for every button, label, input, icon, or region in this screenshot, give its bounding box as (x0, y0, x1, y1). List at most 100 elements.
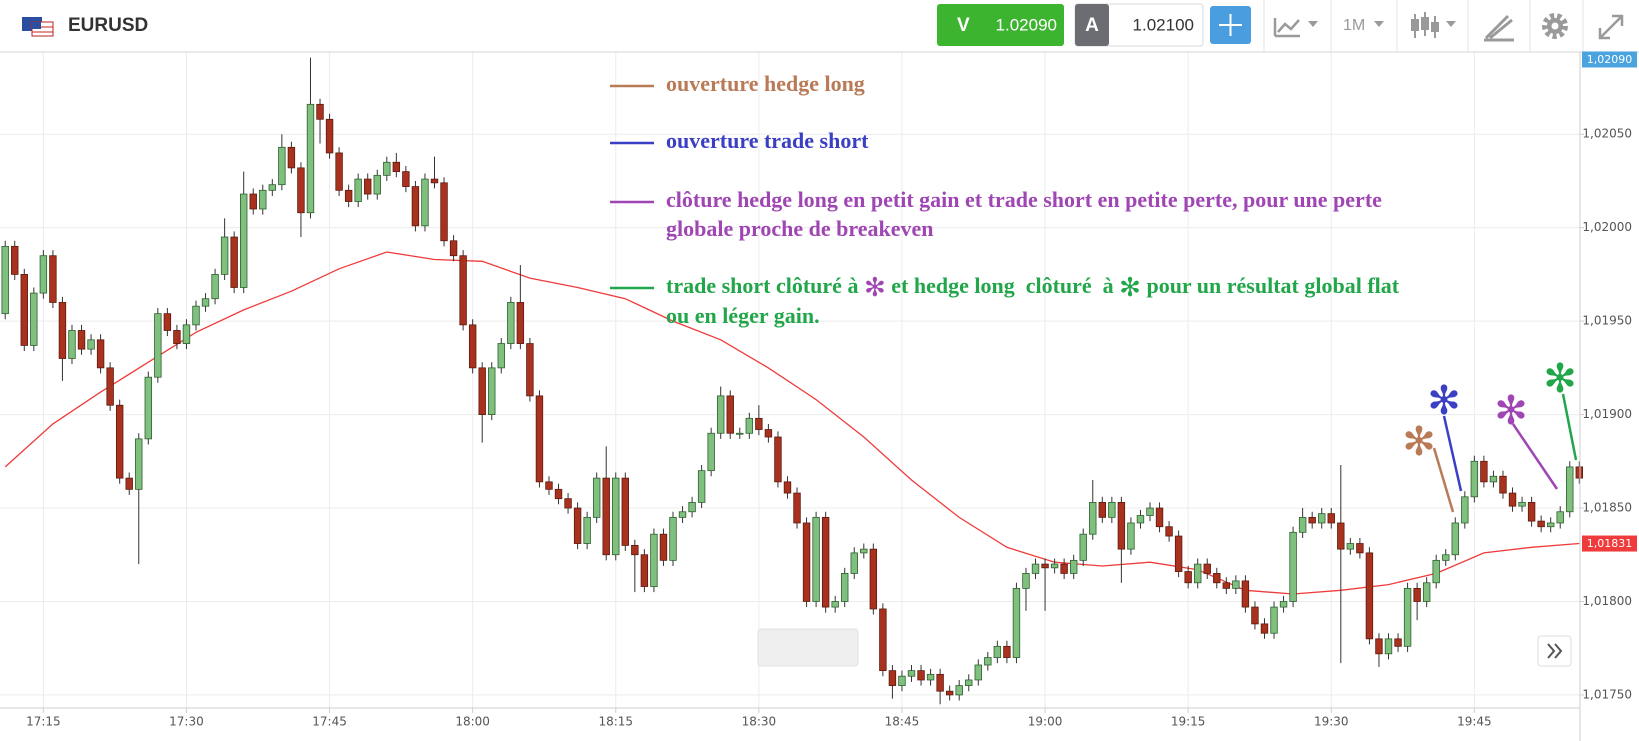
candle-body (1232, 580, 1240, 589)
candle-body (631, 545, 639, 556)
annotation-segment: ouverture trade short (666, 128, 869, 153)
chart-type-button[interactable] (1273, 18, 1318, 38)
candle-body (917, 670, 925, 681)
candle-body (1012, 587, 1021, 658)
candle-body (1222, 582, 1231, 589)
candle-body (1451, 522, 1459, 556)
candle-body (77, 330, 86, 350)
grid (0, 52, 1584, 713)
candle-body (1403, 587, 1412, 647)
candle-icon-body (1421, 17, 1429, 30)
candle-body (163, 313, 172, 331)
candle-body (1422, 582, 1431, 602)
candle-body (125, 477, 133, 490)
candle-icon-body (1431, 22, 1439, 32)
fullscreen-icon[interactable] (1598, 14, 1624, 40)
price-badge (1582, 535, 1637, 552)
annotation-segment: ou en léger gain. (666, 303, 820, 328)
candle-body (507, 302, 515, 344)
gear-hole (1551, 22, 1559, 30)
annotation-text: ou en léger gain. (666, 303, 820, 328)
marker-leader (1442, 415, 1463, 492)
flag-icon (22, 17, 54, 37)
candle-body (650, 533, 658, 587)
candle-body (1413, 587, 1421, 602)
y-tick-label: 1,01900 (1582, 407, 1632, 421)
candle-body (440, 182, 448, 242)
candle-body (1356, 543, 1364, 554)
marker-leader (1432, 447, 1455, 513)
candle-body (926, 673, 935, 681)
crosshair-icon (1219, 14, 1242, 36)
candle-body (1079, 533, 1087, 561)
candle-body (764, 429, 773, 438)
candle-body (11, 245, 19, 275)
candle-body (1318, 513, 1326, 524)
candle-body (383, 161, 391, 176)
annotation-segment: clôture hedge long en petit gain et trad… (666, 187, 1382, 212)
candle-body (850, 552, 858, 574)
candle-body (936, 673, 944, 692)
candle-body (697, 470, 706, 503)
candle-body (1327, 513, 1335, 524)
candle-body (1499, 475, 1507, 494)
x-tick-label: 19:00 (1028, 715, 1063, 729)
annotation-text: ouverture hedge long (666, 71, 865, 96)
candle-body (421, 178, 429, 227)
candle-body (783, 481, 792, 494)
y-tick-label: 1,02000 (1582, 220, 1632, 234)
candle-body (1194, 563, 1202, 584)
candle-body (945, 690, 954, 696)
candle-body (344, 189, 353, 202)
annotation-text: clôture hedge long en petit gain et trad… (666, 187, 1382, 212)
candle-body (984, 657, 992, 666)
candle-body (1241, 580, 1250, 608)
candle-body (879, 608, 887, 672)
timeframe[interactable]: 1M (1343, 17, 1365, 34)
settings-button[interactable] (1542, 13, 1568, 39)
candle-body (135, 438, 143, 490)
candle-body (1098, 502, 1106, 518)
candle-body (621, 477, 629, 546)
candle-body (68, 330, 76, 359)
dropdown-arrow (1374, 21, 1384, 27)
loading-placeholder (757, 628, 859, 667)
candle-body (364, 178, 372, 195)
candle-body (888, 670, 897, 686)
candle-body (526, 343, 534, 397)
chart-marker: ✻ (1402, 419, 1436, 465)
candle-body (688, 502, 696, 513)
chart-marker: ✻ (1427, 378, 1461, 424)
candle-body (573, 507, 582, 544)
candle-body (1566, 466, 1574, 513)
candle-body (612, 477, 620, 556)
candle-body (478, 367, 486, 415)
candle-body (1041, 563, 1049, 569)
candle-body (1527, 502, 1536, 522)
candle-body (1308, 516, 1316, 524)
candle-body (736, 432, 744, 435)
candle-body (860, 548, 868, 554)
plot (1, 57, 1583, 705)
sell-price: 1.02090 (996, 15, 1057, 34)
candle-body (306, 103, 315, 214)
candle-body (726, 395, 734, 434)
draw-tool-icon[interactable] (1484, 14, 1514, 42)
candle-body (1069, 559, 1078, 574)
candle-body (249, 193, 257, 210)
candle-body (755, 417, 763, 430)
candle-body (1279, 601, 1288, 608)
candle-body (259, 189, 267, 210)
candle-body (30, 292, 38, 346)
sell-button[interactable] (937, 4, 1064, 46)
buy-label-bg (1075, 4, 1109, 46)
candle-body (239, 193, 248, 288)
candle-body (717, 395, 725, 434)
dropdown-arrow (1446, 21, 1456, 27)
candle-icon-body (1411, 19, 1419, 31)
annotation-segment: trade short clôturé à (666, 273, 864, 298)
x-tick-label: 18:15 (598, 715, 633, 729)
candle-type-button[interactable] (1411, 12, 1456, 38)
candle-body (1480, 460, 1488, 483)
candle-body (96, 339, 105, 369)
